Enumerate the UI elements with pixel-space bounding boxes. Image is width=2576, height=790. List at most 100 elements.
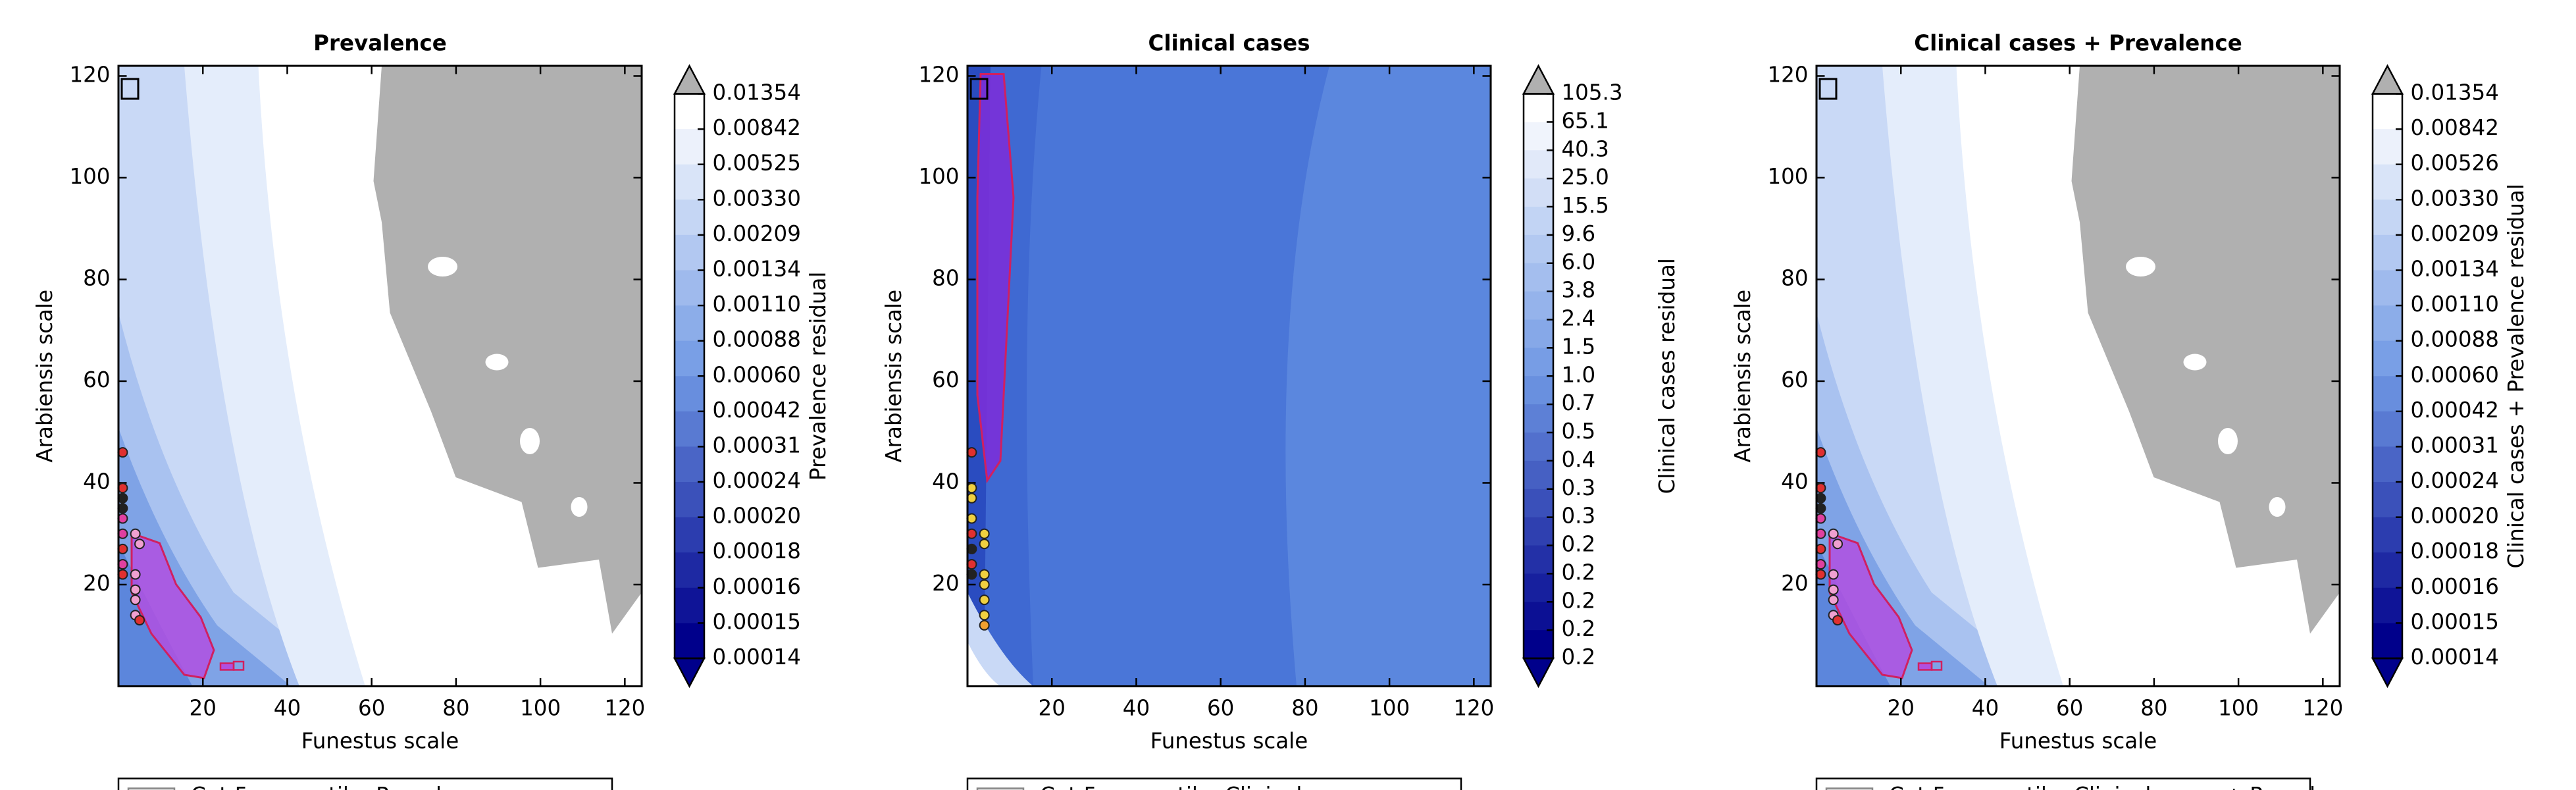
point [117, 559, 128, 570]
point [966, 569, 977, 580]
colorbar-tick-label: 0.00525 [713, 151, 801, 176]
point [1832, 539, 1843, 550]
colorbar-tick-label: 40.3 [1562, 136, 1609, 161]
point [117, 483, 128, 494]
colorbar-tick-label: 0.00134 [713, 256, 801, 281]
y-tick-label: 80 [83, 265, 110, 290]
plot-area [1816, 66, 2340, 687]
colorbar-segment [1524, 122, 1553, 151]
colorbar-segment [1524, 460, 1553, 490]
colorbar-segment [675, 129, 704, 165]
point [1815, 492, 1826, 504]
colorbar-segment [1524, 319, 1553, 349]
colorbar-segment [2373, 234, 2402, 271]
point [979, 528, 990, 539]
point [1832, 615, 1843, 626]
x-tick-label: 60 [2056, 696, 2083, 721]
point [1815, 559, 1826, 570]
x-tick-label: 80 [442, 696, 469, 721]
y-tick-label: 100 [918, 164, 959, 189]
point [966, 447, 977, 458]
point [1828, 569, 1839, 580]
colorbar-segment [2373, 411, 2402, 448]
colorbar-segment [675, 517, 704, 554]
plot-area [967, 66, 1491, 687]
colorbar-tick-label: 0.00020 [713, 504, 801, 529]
colorbar-tick-label: 0.00018 [713, 539, 801, 564]
colorbar-segment [675, 93, 704, 130]
colorbar-tick-label: 25.0 [1562, 165, 1609, 190]
y-axis-label: Arabiensis scale [881, 290, 906, 463]
colorbar-tick-label: 0.2 [1562, 616, 1596, 641]
colorbar-segment [1524, 207, 1553, 236]
colorbar-segment [2373, 340, 2402, 377]
legend-frame [117, 777, 613, 790]
point [979, 579, 990, 590]
colorbar-segment [1524, 602, 1553, 631]
x-tick-label: 60 [358, 696, 385, 721]
colorbar-segment [2373, 517, 2402, 554]
point [117, 543, 128, 554]
point [1815, 543, 1826, 554]
colorbar-segment [675, 164, 704, 201]
colorbar-segment [2373, 305, 2402, 342]
colorbar-tick-label: 0.00031 [713, 433, 801, 458]
x-tick-label: 40 [1123, 696, 1150, 721]
point [979, 594, 990, 606]
colorbar-segment [675, 623, 704, 660]
x-tick-label: 100 [520, 696, 561, 721]
colorbar-segment [1524, 93, 1553, 123]
colorbar-segment [1524, 376, 1553, 406]
colorbar-tick-label: 0.00842 [713, 115, 801, 140]
colorbar-tick-label: 0.00024 [713, 468, 801, 493]
y-tick-label: 120 [1767, 62, 1808, 87]
colorbar-extend-low [673, 657, 706, 689]
x-axis-label: Funestus scale [1999, 729, 2157, 754]
x-tick-label: 100 [2218, 696, 2259, 721]
x-tick-label: 40 [1972, 696, 1999, 721]
colorbar-segment [1524, 150, 1553, 180]
point [966, 559, 977, 570]
colorbar-tick-label: 0.00042 [713, 398, 801, 423]
colorbar-extend-low [2371, 657, 2404, 689]
colorbar-tick-label: 1.5 [1562, 334, 1596, 359]
colorbar-segment [675, 482, 704, 518]
point [134, 615, 145, 626]
point [1815, 503, 1826, 514]
plot-frame [966, 65, 1492, 687]
x-tick-label: 20 [1888, 696, 1915, 721]
colorbar-segment [1524, 573, 1553, 603]
point [134, 539, 145, 550]
colorbar-label: Clinical cases + Prevalence residual [2504, 184, 2529, 568]
colorbar-extend-high [2371, 64, 2404, 95]
colorbar-tick-label: 3.8 [1562, 278, 1596, 303]
point [979, 539, 990, 550]
colorbar-segment [2373, 270, 2402, 307]
point [966, 543, 977, 554]
colorbar-segment [2373, 552, 2402, 589]
colorbar-tick-label: 105.3 [1562, 80, 1623, 105]
colorbar-tick-label: 0.2 [1562, 532, 1596, 557]
colorbar-segment [2373, 199, 2402, 236]
y-tick-label: 100 [1767, 164, 1808, 189]
x-tick-label: 120 [1453, 696, 1494, 721]
colorbar-tick-label: 0.00088 [713, 327, 801, 352]
y-tick-label: 40 [83, 469, 110, 494]
colorbar-tick-label: 0.4 [1562, 447, 1596, 472]
point [966, 513, 977, 524]
colorbar-segment [1524, 178, 1553, 208]
colorbar-tick-label: 0.00024 [2411, 468, 2499, 493]
colorbar-tick-label: 0.00014 [713, 645, 801, 670]
plot-frame [117, 65, 643, 687]
colorbar-extend-high [673, 64, 706, 95]
colorbar-segment [1524, 263, 1553, 292]
x-tick-label: 100 [1369, 696, 1410, 721]
colorbar-segment [2373, 482, 2402, 518]
point [117, 503, 128, 514]
colorbar-label: Prevalence residual [806, 272, 831, 481]
y-tick-label: 100 [69, 164, 110, 189]
x-tick-label: 120 [2302, 696, 2343, 721]
point [1815, 528, 1826, 539]
